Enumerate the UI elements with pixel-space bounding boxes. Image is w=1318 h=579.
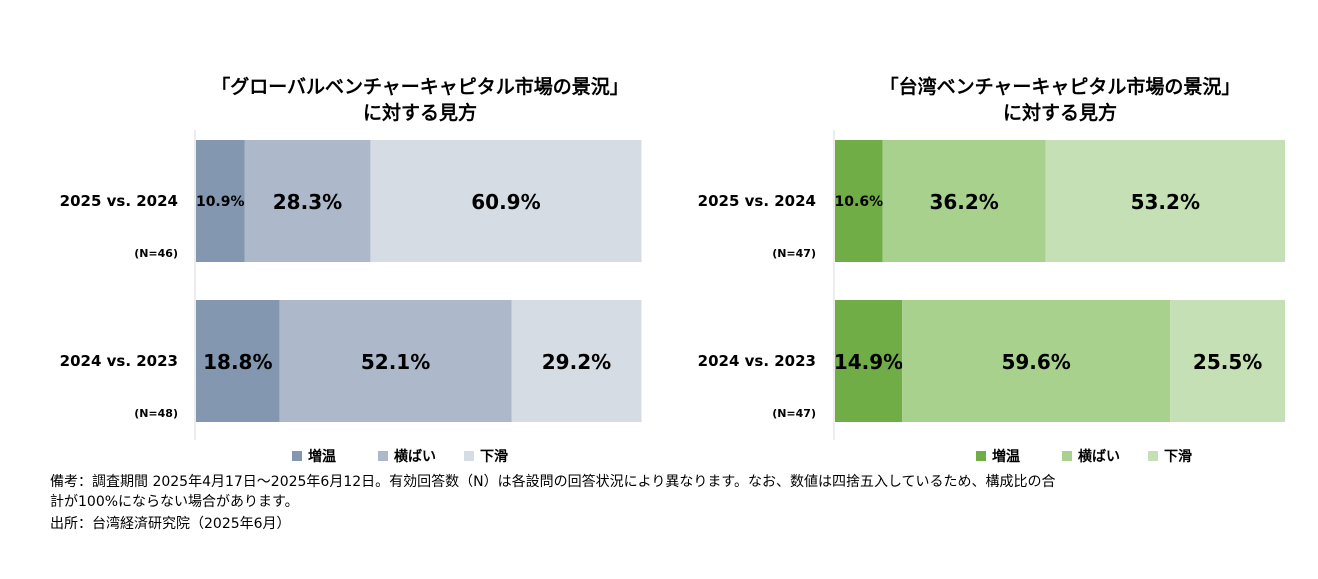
legend-label-taiwan: 増温 [992,448,1020,465]
category-label-taiwan: 2025 vs. 2024 [698,192,816,210]
bar-segment-global [279,300,512,422]
footnote-remarks-line2: 計が100%にならない場合があります。 [50,494,299,510]
sample-size-label-taiwan: (N=47) [772,247,816,260]
bar-segment-global [511,300,642,422]
legend-swatch-global [378,451,388,461]
category-label-global: 2025 vs. 2024 [60,192,178,210]
legend-swatch-global [464,451,474,461]
category-label-taiwan: 2024 vs. 2023 [698,352,816,370]
bar-segment-taiwan [882,140,1046,262]
legend-swatch-taiwan [976,451,986,461]
data-label-global: 28.3% [273,190,342,214]
legend-label-global: 増温 [308,448,336,465]
data-label-taiwan: 53.2% [1131,190,1200,214]
category-label-global: 2024 vs. 2023 [60,352,178,370]
footnote-source: 出所：台湾経済研究院（2025年6月） [50,516,291,532]
legend-label-global: 下滑 [480,448,508,465]
legend-label-taiwan: 横ばい [1078,448,1120,465]
data-label-taiwan: 36.2% [929,190,998,214]
legend-swatch-taiwan [1062,451,1072,461]
chart-title-global: 「グローバルベンチャーキャピタル市場の景況」 に対する見方 [211,76,629,124]
data-label-taiwan: 14.9% [834,350,903,374]
bar-segment-global [244,140,371,262]
data-label-taiwan: 10.6% [835,194,884,210]
data-label-global: 52.1% [361,350,430,374]
sample-size-label-global: (N=46) [134,247,178,260]
bar-segment-taiwan [1170,300,1285,422]
bar-segment-taiwan [835,140,883,262]
data-label-global: 29.2% [542,350,611,374]
data-label-global: 18.8% [203,350,272,374]
data-label-global: 10.9% [196,194,245,210]
legend-label-global: 横ばい [394,448,436,465]
legend-swatch-taiwan [1148,451,1158,461]
chart-title-taiwan: 「台湾ベンチャーキャピタル市場の景況」 に対する見方 [879,76,1241,124]
bar-segment-global [370,140,642,262]
bar-segment-taiwan [902,300,1171,422]
data-label-taiwan: 25.5% [1193,350,1262,374]
sample-size-label-taiwan: (N=47) [772,407,816,420]
data-label-taiwan: 59.6% [1001,350,1070,374]
sample-size-label-global: (N=48) [134,407,178,420]
bar-segment-taiwan [835,300,903,422]
data-label-global: 60.9% [471,190,540,214]
legend-label-taiwan: 下滑 [1164,448,1192,465]
bar-segment-taiwan [1045,140,1285,262]
legend-swatch-global [292,451,302,461]
bar-segment-global [196,300,280,422]
bar-segment-global [196,140,245,262]
footnote-remarks-line1: 備考：調査期間 2025年4月17日～2025年6月12日。有効回答数（N）は各… [50,474,1056,490]
